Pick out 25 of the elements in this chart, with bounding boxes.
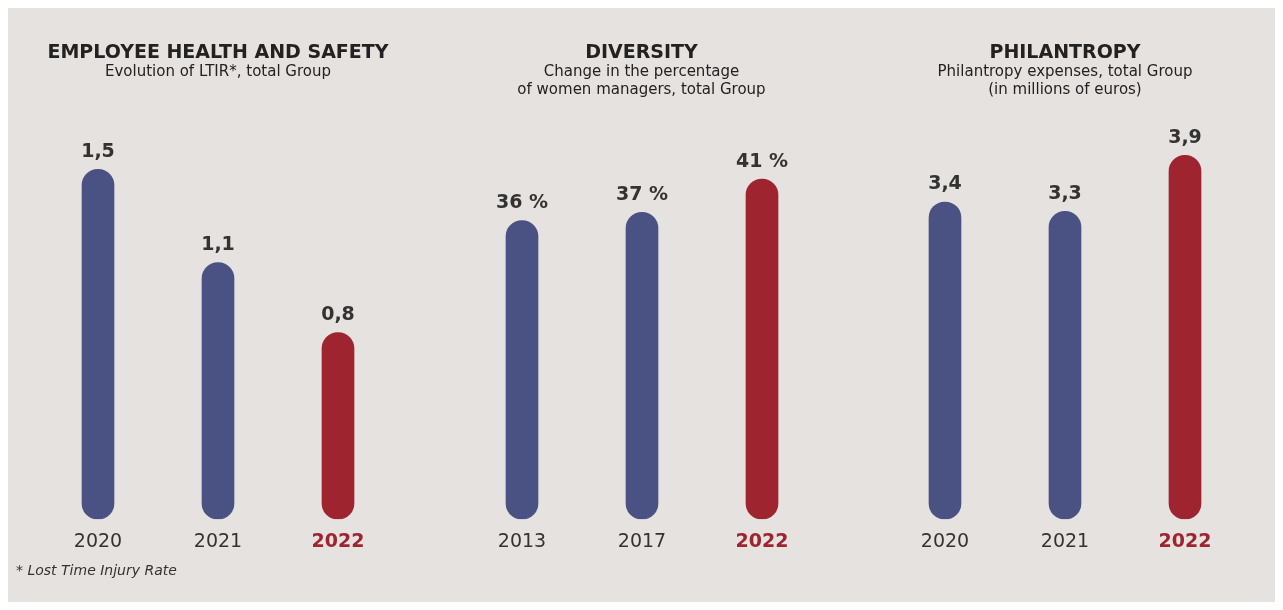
x-tick-label: 2022: [311, 528, 365, 551]
chart-subtitle: Philantropy expenses, total Group (in millions of euros): [937, 62, 1193, 100]
x-tick-label: 2021: [1040, 528, 1090, 551]
data-label: 1,5: [81, 138, 115, 161]
chart-subtitle: Change in the percentage of women managers, total Group: [517, 62, 766, 100]
text: * Lost Time Injury Rate: [16, 562, 177, 578]
data-label: 0,8: [321, 302, 355, 325]
chart-title: PHILANTROPY: [989, 40, 1141, 62]
x-tick-label: 2020: [920, 528, 970, 551]
x-tick-label: 2022: [735, 528, 788, 551]
data-label: 36 %: [495, 190, 548, 213]
data-label: 37 %: [615, 181, 668, 204]
data-label: 1,1: [201, 232, 235, 255]
data-label: 3,4: [928, 171, 962, 194]
data-label: 41 %: [735, 148, 788, 171]
x-tick-label: 2017: [617, 528, 666, 551]
chart-title: DIVERSITY: [585, 40, 698, 62]
chart-subtitle: Evolution of LTIR*, total Group: [104, 62, 331, 82]
chart-title: EMPLOYEE HEALTH AND SAFETY: [47, 40, 389, 62]
data-label: 3,3: [1048, 180, 1082, 203]
x-tick-label: 2013: [497, 528, 546, 551]
x-tick-label: 2021: [193, 528, 243, 551]
data-label: 3,9: [1168, 124, 1202, 147]
x-tick-label: 2020: [73, 528, 123, 551]
x-tick-label: 2022: [1158, 528, 1212, 551]
